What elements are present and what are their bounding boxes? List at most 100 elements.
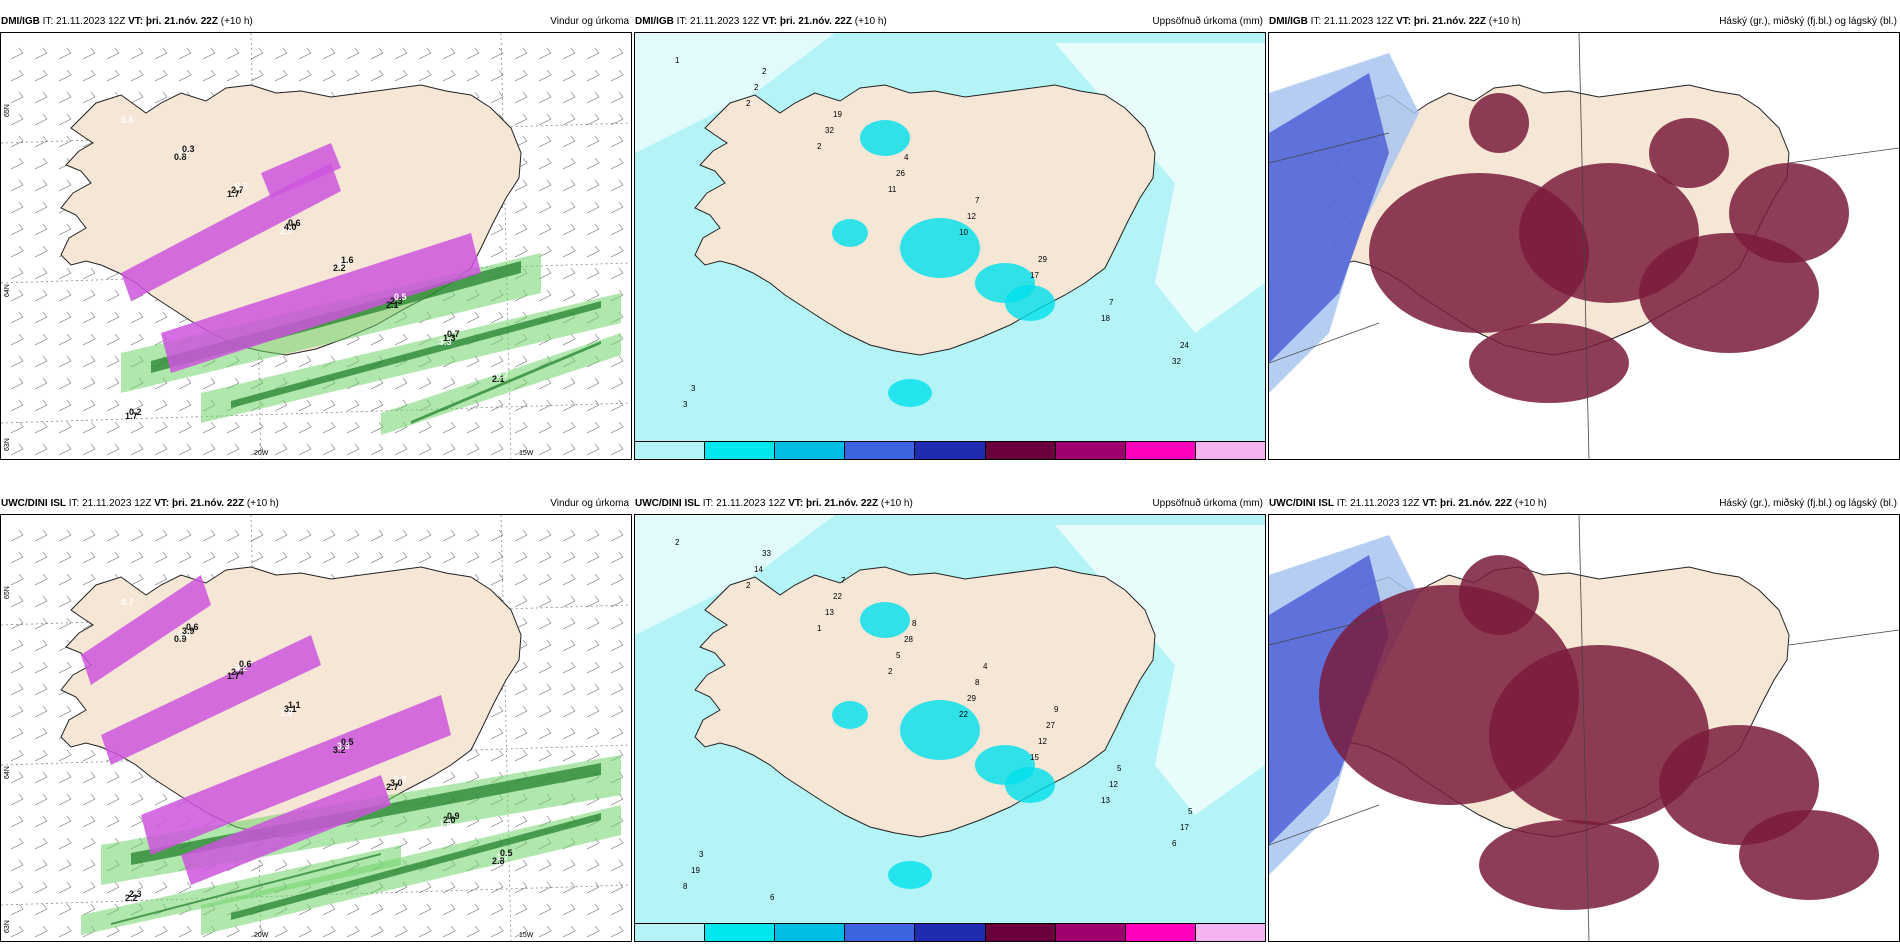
legend-swatch: 75 (915, 442, 986, 459)
accum-value: 2 (817, 142, 822, 151)
map-panel-p6: UWC/DINI ISL IT: 21.11.2023 12Z VT: þri.… (1268, 494, 1900, 942)
accum-value: 3 (683, 400, 688, 409)
it-label: IT: (1310, 16, 1322, 27)
precip-value: 0.9 (174, 634, 187, 644)
legend-swatch: 100 (985, 442, 1056, 459)
precip-value: 1.7 (227, 189, 240, 199)
map-frame: 0.6 0.8 1.7 2.9 2.2 2.1 3.3 2.1 1.7 2.2 2.7 4.0 2.9 2… (0, 32, 632, 460)
accum-value: 8 (912, 619, 917, 628)
precip-value: 2.0 (443, 815, 456, 825)
precip-value: 0.5 (341, 737, 354, 747)
dry-areas (635, 33, 1265, 333)
legend-swatch: 25 (775, 442, 846, 459)
precip-areas (81, 575, 621, 935)
precip-value: 0.6 (121, 115, 134, 125)
legend-swatch: 150 (1055, 924, 1126, 941)
precip-value: 0.5 (500, 848, 513, 858)
accum-value: 2 (675, 538, 680, 547)
accum-value: 4 (904, 153, 909, 162)
map-frame (1268, 514, 1900, 942)
accum-value: 12 (1109, 780, 1118, 789)
precip-value: 2.6 (178, 630, 191, 640)
legend-swatch: 400 (1195, 442, 1265, 459)
precip-value: 0.8 (394, 774, 407, 784)
map-canvas (1269, 515, 1899, 941)
precip-value: 0.6 (186, 622, 199, 632)
map-frame: 2 2 1 2 22 15 13 6 8 14 13 5 29 12 12 17 19 33 22 28 8 27 5 5 3 6… (634, 514, 1266, 942)
lat-label-63n: 63N (4, 438, 11, 451)
valid-time: þri. 21.nóv. 22Z (1413, 16, 1486, 27)
it-label: IT: (676, 16, 688, 27)
init-time: 21.11.2023 12Z (716, 498, 786, 509)
init-time: 21.11.2023 12Z (56, 16, 126, 27)
valid-time: þri. 21.nóv. 22Z (806, 498, 879, 509)
lat-label-64n: 64N (4, 766, 11, 779)
vt-label: VT: (1422, 498, 1438, 509)
init-time: 21.11.2023 12Z (82, 498, 152, 509)
accum-value: 8 (683, 882, 688, 891)
map-panel-p1: DMI/IGB IT: 21.11.2023 12Z VT: þri. 21.n… (0, 12, 632, 460)
legend-swatch: 400 (1195, 924, 1265, 941)
precip-areas (121, 143, 621, 435)
accum-value-labels: 2212221513681413529121217193322288275536… (675, 538, 1193, 902)
map-frame: 1221110171832323226122972432194711025507… (634, 32, 1266, 460)
precip-value: 1.1 (288, 700, 301, 710)
accum-value: 5 (1117, 764, 1122, 773)
panel-header: DMI/IGB IT: 21.11.2023 12Z VT: þri. 21.n… (1268, 12, 1900, 32)
precip-value: 0.3 (182, 144, 195, 154)
product-name: Uppsöfnuð úrkoma (mm) (1152, 498, 1263, 509)
accum-value: 13 (825, 608, 834, 617)
panel-header: DMI/IGB IT: 21.11.2023 12Z VT: þri. 21.n… (0, 12, 632, 32)
legend-swatch: 50 (845, 924, 916, 941)
valid-time: þri. 21.nóv. 22Z (172, 498, 245, 509)
precip-value: 1.7 (125, 411, 138, 421)
map-panel-p2: DMI/IGB IT: 21.11.2023 12Z VT: þri. 21.n… (634, 12, 1266, 460)
precip-value: 2.3 (390, 296, 403, 306)
vt-label: VT: (1396, 16, 1412, 27)
map-canvas: 0.60.81.72.92.22.13.32.11.72.22.74.02.92… (1, 33, 631, 459)
accum-value: 7 (975, 196, 980, 205)
vt-label: VT: (788, 498, 804, 509)
precip-value-labels: 0.60.81.72.92.22.13.32.11.72.22.74.02.92… (121, 115, 509, 421)
legend-swatch: 75 (915, 924, 986, 941)
precip-value: 1.7 (496, 852, 509, 862)
accum-value: 6 (770, 893, 775, 902)
lon-label-20w: 20W (254, 450, 269, 457)
accum-value: 27 (1046, 721, 1055, 730)
accum-value: 12 (967, 212, 976, 221)
precip-value: 3.3 (439, 337, 452, 347)
lead-time: (+10 h) (246, 498, 279, 509)
map-panel-p4: UWC/DINI ISL IT: 21.11.2023 12Z VT: þri.… (0, 494, 632, 942)
lat-label-65n: 65N (4, 586, 11, 599)
lead-time: (+10 h) (220, 16, 253, 27)
accum-value: 22 (959, 710, 968, 719)
cloud-layers (1269, 515, 1899, 941)
precip-value: 3.3 (337, 741, 350, 751)
dry-areas (635, 515, 1265, 815)
panel-title: UWC/DINI ISL IT: 21.11.2023 12Z VT: þri.… (1269, 498, 1547, 509)
accum-value: 1 (675, 56, 680, 65)
accum-value: 12 (1038, 737, 1047, 746)
precip-value: 2.8 (492, 856, 505, 866)
model-name: DMI/IGB (635, 16, 674, 27)
legend-swatch: 1 (635, 442, 706, 459)
precip-value: 2.2 (125, 893, 138, 903)
accum-value: 9 (1054, 705, 1059, 714)
product-name: Vindur og úrkoma (550, 16, 629, 27)
map-frame (1268, 32, 1900, 460)
accum-value: 4 (983, 662, 988, 671)
precip-value: 0.7 (496, 370, 509, 380)
it-label: IT: (1336, 498, 1348, 509)
precip-value: 0.6 (288, 218, 301, 228)
valid-time: þri. 21.nóv. 22Z (779, 16, 852, 27)
accum-value: 17 (1030, 271, 1039, 280)
valid-time: þri. 21.nóv. 22Z (145, 16, 218, 27)
lat-label-64n: 64N (4, 284, 11, 297)
map-canvas: 0.70.91.71.93.22.71.82.82.22.62.43.13.33… (1, 515, 631, 941)
precip-value: 2.9 (337, 259, 350, 269)
precip-value: 0.5 (394, 292, 407, 302)
precip-value: 2.9 (280, 226, 293, 236)
panel-title: DMI/IGB IT: 21.11.2023 12Z VT: þri. 21.n… (1269, 16, 1521, 27)
accum-value: 29 (967, 694, 976, 703)
